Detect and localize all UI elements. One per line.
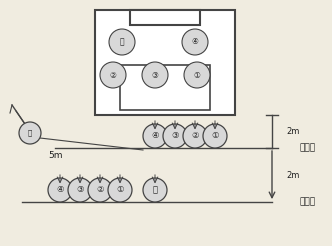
Circle shape bbox=[184, 62, 210, 88]
Text: 集合線: 集合線 bbox=[300, 143, 316, 153]
Text: 指: 指 bbox=[152, 185, 157, 195]
Circle shape bbox=[109, 29, 135, 55]
Circle shape bbox=[143, 178, 167, 202]
Circle shape bbox=[108, 178, 132, 202]
Text: ③: ③ bbox=[76, 185, 84, 195]
Circle shape bbox=[19, 122, 41, 144]
Circle shape bbox=[143, 124, 167, 148]
Circle shape bbox=[88, 178, 112, 202]
Bar bbox=[95, 10, 235, 115]
Text: ①: ① bbox=[116, 185, 124, 195]
Text: ④: ④ bbox=[151, 132, 159, 140]
Text: 2m: 2m bbox=[286, 127, 299, 136]
Circle shape bbox=[182, 29, 208, 55]
Text: 2m: 2m bbox=[286, 170, 299, 180]
Circle shape bbox=[183, 124, 207, 148]
Circle shape bbox=[163, 124, 187, 148]
Text: ④: ④ bbox=[192, 37, 199, 46]
Circle shape bbox=[142, 62, 168, 88]
Text: ④: ④ bbox=[56, 185, 64, 195]
Bar bbox=[120, 65, 210, 110]
Text: 5m: 5m bbox=[48, 151, 62, 159]
Circle shape bbox=[48, 178, 72, 202]
Text: 指: 指 bbox=[28, 130, 32, 136]
Text: ③: ③ bbox=[152, 71, 158, 79]
Circle shape bbox=[68, 178, 92, 202]
Text: ②: ② bbox=[96, 185, 104, 195]
Circle shape bbox=[100, 62, 126, 88]
Bar bbox=[130, 10, 200, 25]
Text: 指: 指 bbox=[120, 37, 124, 46]
Text: ②: ② bbox=[191, 132, 199, 140]
Text: 待機線: 待機線 bbox=[300, 198, 316, 206]
Text: ②: ② bbox=[110, 71, 117, 79]
Text: ③: ③ bbox=[171, 132, 179, 140]
Circle shape bbox=[203, 124, 227, 148]
Text: ①: ① bbox=[194, 71, 201, 79]
Text: ①: ① bbox=[211, 132, 219, 140]
